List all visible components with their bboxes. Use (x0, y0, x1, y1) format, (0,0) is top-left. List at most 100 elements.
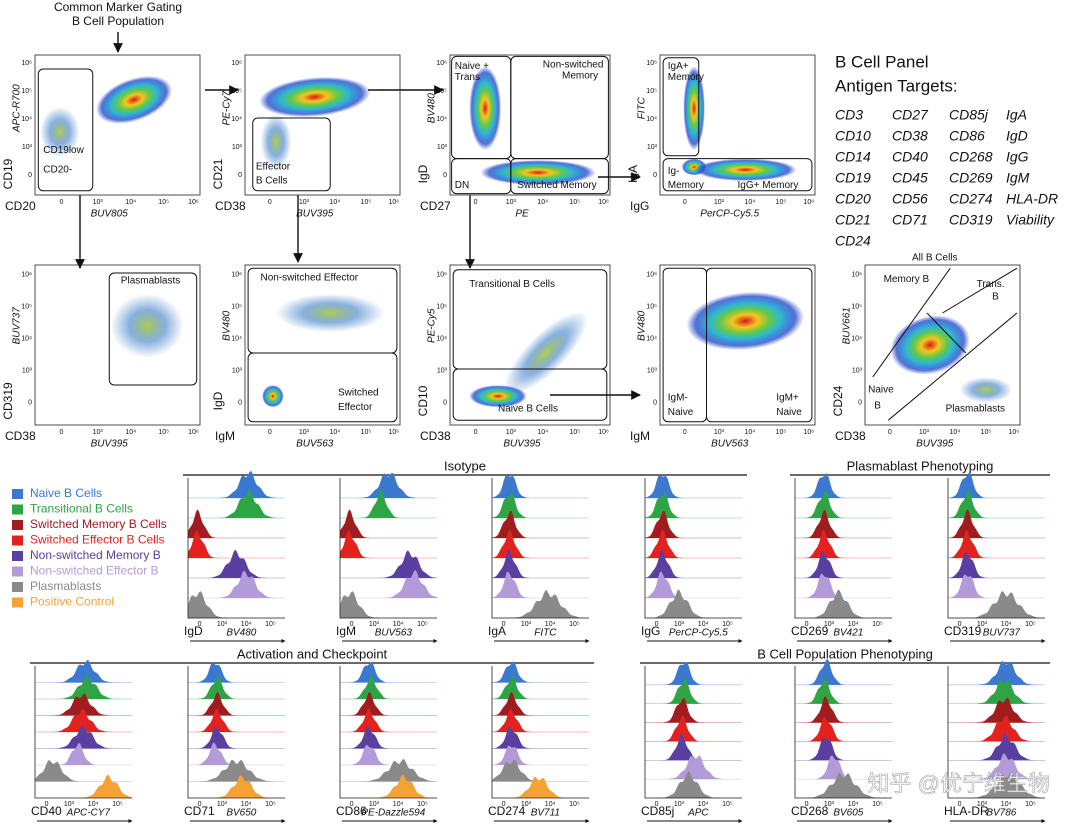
histogram-curve (795, 509, 892, 538)
histogram-curve (645, 678, 742, 704)
gate-label: B (874, 400, 881, 411)
gate (887, 312, 1018, 421)
watermark: 知乎 @优宁维生物 (868, 771, 1050, 796)
y-fluor: BV480 (222, 310, 233, 340)
y-tick-label: 10³ (437, 144, 448, 151)
density-cloud (686, 291, 804, 351)
gate-label: Transitional B Cells (469, 279, 555, 290)
x-tick-label: 10³ (299, 199, 310, 206)
density-cloud (890, 315, 970, 375)
x-tick-label: 10⁴ (545, 801, 556, 808)
histogram-curve (948, 551, 1045, 578)
gate (942, 267, 1018, 314)
legend-entry: Plasmablasts (30, 579, 101, 593)
histogram-curve (188, 708, 285, 732)
y-tick-label: 10⁶ (436, 60, 447, 67)
gating-arrows (75, 32, 641, 400)
plot-frame (449, 54, 611, 196)
gate-label: Plasmablasts (946, 404, 1005, 415)
density-cloud (259, 76, 371, 118)
y-tick-label: 10⁵ (851, 303, 862, 310)
legend-entry: Naive B Cells (30, 486, 102, 500)
y-tick-label: 10⁵ (231, 88, 242, 95)
axis (644, 666, 742, 799)
antigen: CD21 (835, 212, 871, 228)
x-tick-label: 10⁴ (1001, 801, 1012, 808)
x-tick-label: 10⁶ (598, 429, 609, 436)
histogram-plot (794, 658, 892, 799)
y-tick-label: 0 (653, 172, 657, 179)
x-fluor: BV711 (531, 808, 560, 819)
gate-label: CD19low (43, 145, 84, 156)
y-tick-label: 10⁶ (21, 60, 32, 67)
y-fluor: BV480 (427, 93, 438, 123)
histogram-plot (491, 474, 589, 619)
x-tick-label: 0 (655, 801, 659, 808)
antigen: CD14 (835, 149, 871, 165)
histogram-curve (492, 549, 589, 578)
y-marker: CD10 (416, 385, 430, 416)
histogram-curve (645, 571, 742, 598)
histogram-curve (340, 745, 437, 765)
x-tick-label: 10³ (824, 621, 835, 628)
histogram-curve (645, 662, 742, 685)
x-marker: CD274 (488, 804, 526, 818)
x-tick-label: 10⁴ (330, 199, 341, 206)
histogram-plot (794, 473, 892, 619)
y-tick-label: 10³ (22, 367, 33, 374)
histogram-curve (795, 677, 892, 704)
axis (947, 666, 1045, 799)
group-title: B Cell Population Phenotyping (757, 646, 933, 661)
x-tick-label: 10³ (217, 801, 228, 808)
histogram-plot (187, 470, 285, 619)
x-tick-label: 0 (474, 199, 478, 206)
histogram-curve (188, 676, 285, 699)
x-tick-label: 10⁴ (1001, 621, 1012, 628)
x-tick-label: 10³ (714, 429, 725, 436)
x-tick-label: 0 (805, 801, 809, 808)
histogram-curve (35, 760, 132, 782)
gate-label: Effector (256, 162, 291, 173)
histogram-curve (492, 590, 589, 618)
y-tick-label: 10⁶ (851, 271, 862, 278)
x-tick-label: 0 (805, 621, 809, 628)
x-tick-label: 10³ (369, 801, 380, 808)
x-tick-label: 0 (958, 801, 962, 808)
x-tick-label: 10⁵ (265, 621, 276, 628)
histogram-curve (188, 726, 285, 749)
histogram-curve (948, 772, 1045, 798)
axis (491, 666, 589, 799)
density-cloud (276, 293, 385, 333)
x-tick-label: 10³ (506, 429, 517, 436)
x-tick-label: 0 (888, 429, 892, 436)
gate-label: IgA+ (668, 61, 689, 72)
group-title: Activation and Checkpoint (237, 646, 388, 661)
histogram-curve (340, 490, 437, 518)
x-tick-label: 0 (350, 621, 354, 628)
y-fluor: FITC (637, 96, 648, 119)
x-tick-label: 10⁴ (950, 429, 961, 436)
group-title: Isotype (444, 458, 486, 473)
y-marker: IgA (626, 165, 640, 183)
x-tick-label: 10⁴ (537, 199, 548, 206)
antigen: CD38 (892, 128, 928, 144)
x-marker: IgD (184, 624, 203, 638)
axis (947, 478, 1045, 619)
x-fluor: FITC (534, 628, 557, 639)
x-fluor: PerCP-Cy5.5 (700, 209, 759, 220)
x-tick-label: 10⁵ (569, 801, 580, 808)
scatter-plot (864, 264, 1021, 426)
y-tick-label: 0 (238, 399, 242, 406)
histogram-curve (645, 492, 742, 518)
x-fluor: PerCP-Cy5.5 (669, 628, 728, 639)
antigen: CD3 (835, 107, 863, 123)
x-tick-label: 10⁶ (188, 199, 199, 206)
gate-label: Naive (668, 407, 694, 418)
antigen: HLA-DR (1006, 191, 1058, 207)
plot-frame (449, 264, 611, 426)
histogram-curve (492, 571, 589, 598)
gate-label: Switched Memory (517, 180, 596, 191)
y-tick-label: 10³ (647, 367, 658, 374)
histogram-curve (188, 470, 285, 498)
x-tick-label: 10⁵ (417, 621, 428, 628)
